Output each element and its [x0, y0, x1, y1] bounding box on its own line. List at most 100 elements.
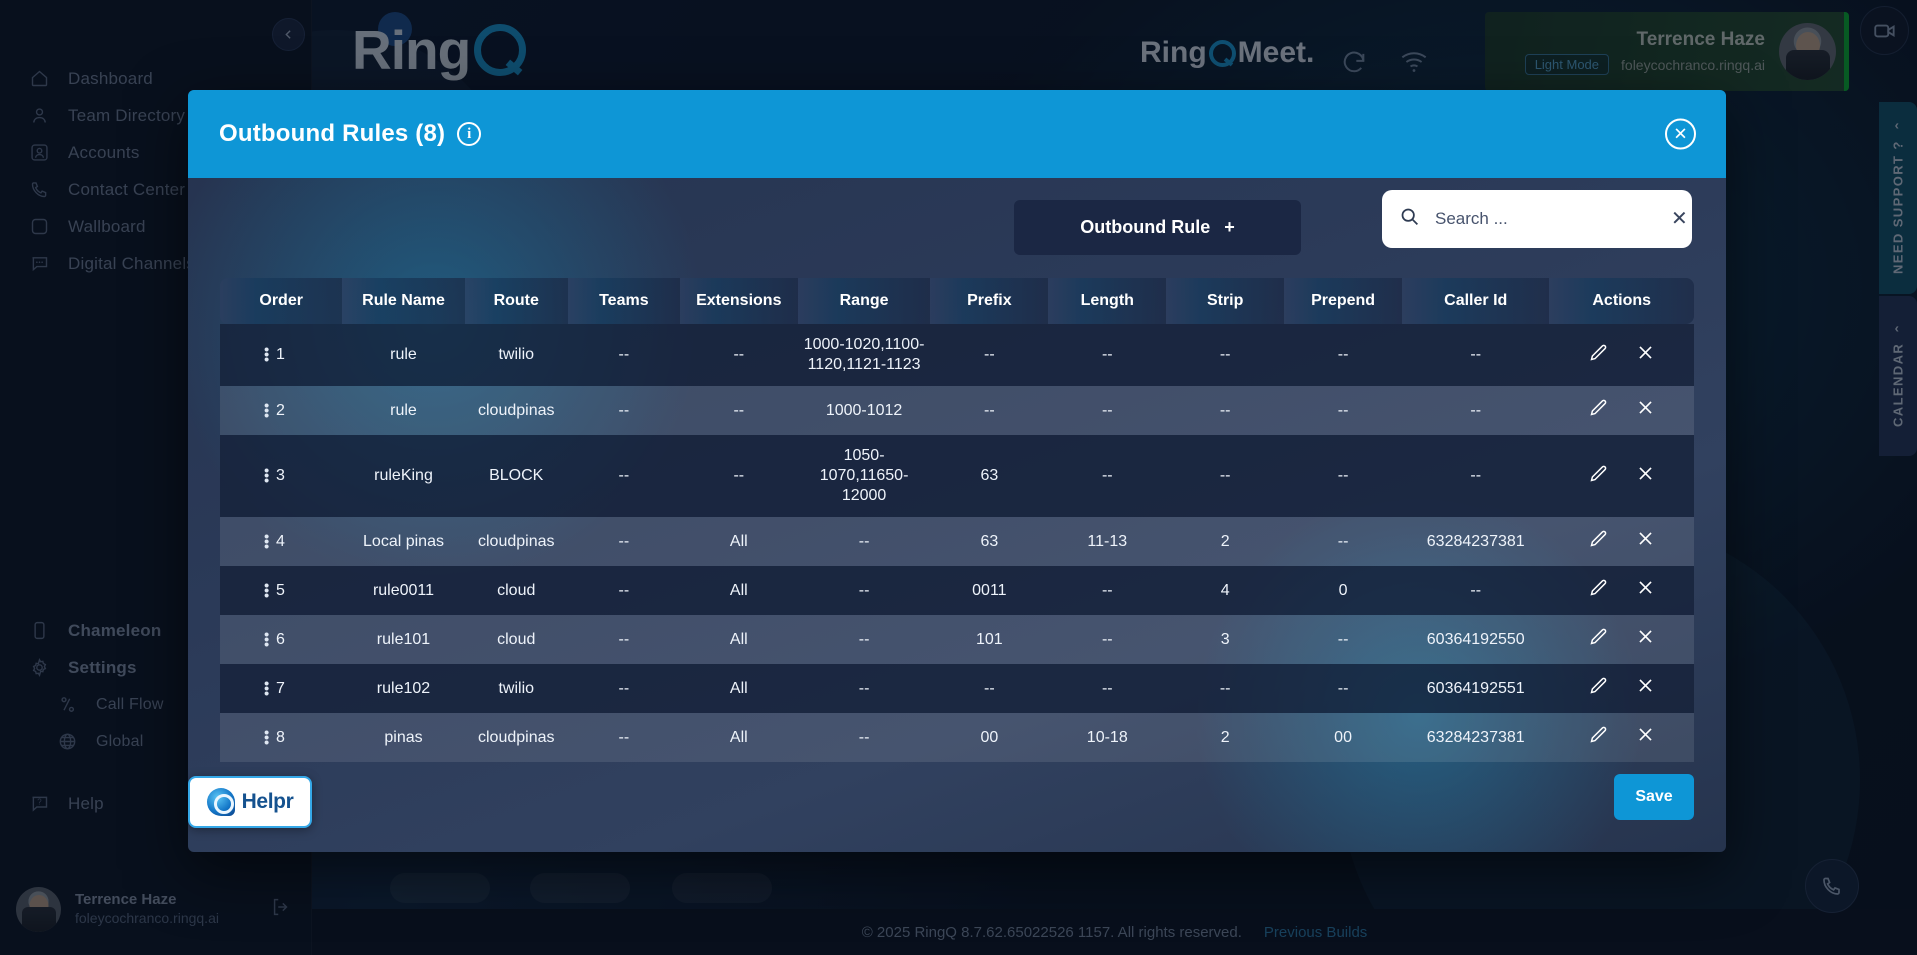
table-row[interactable]: • • • 7 rule102 twilio -- All -- -- -- -- -- 60364192…	[220, 664, 1694, 713]
delete-x-icon[interactable]	[1636, 676, 1655, 701]
modal-toolbar: Outbound Rule + ✕	[188, 178, 1726, 288]
edit-pencil-icon[interactable]	[1588, 577, 1609, 604]
cell-teams: --	[618, 532, 630, 550]
drag-handle-icon[interactable]: • • •	[264, 397, 270, 424]
column-header-rule-name[interactable]: Rule Name	[342, 278, 465, 324]
table-row[interactable]: • • • 3 ruleKing BLOCK -- -- 1050-1070,11650-120…	[220, 435, 1694, 517]
cell-actions	[1549, 435, 1694, 517]
helpr-widget[interactable]: Helpr	[188, 776, 312, 828]
info-icon[interactable]: i	[457, 122, 482, 146]
drag-handle-icon[interactable]: • • •	[264, 724, 270, 751]
order-number: 1	[276, 346, 285, 363]
drag-handle-icon[interactable]: • • •	[264, 341, 270, 369]
table-body: • • • 1 rule twilio -- -- 1000-1020,1100-1120,11…	[220, 324, 1694, 762]
table-header-row: Order Rule Name Route Teams Extensions R…	[220, 278, 1694, 324]
cell-rule-name: pinas	[384, 728, 423, 746]
column-header-actions: Actions	[1549, 278, 1694, 324]
cell-caller-id: --	[1470, 346, 1482, 363]
close-icon[interactable]: ✕	[1665, 118, 1696, 150]
edit-pencil-icon[interactable]	[1588, 397, 1609, 424]
cell-caller-id: 63284237381	[1426, 728, 1525, 746]
cell-rule-name: rule101	[376, 630, 431, 648]
order-number: 8	[276, 728, 285, 746]
delete-x-icon[interactable]	[1636, 464, 1655, 489]
cell-caller-id: --	[1470, 581, 1482, 599]
cell-actions	[1549, 664, 1694, 713]
search-box[interactable]: ✕	[1382, 190, 1692, 248]
cell-extensions: All	[729, 630, 748, 648]
edit-pencil-icon[interactable]	[1588, 342, 1609, 369]
cell-range: --	[858, 532, 870, 550]
cell-prepend: --	[1337, 401, 1349, 419]
cell-length: 10-18	[1086, 728, 1128, 746]
drag-handle-icon[interactable]: • • •	[264, 528, 270, 555]
cell-extensions: --	[733, 401, 745, 419]
search-icon	[1399, 206, 1420, 232]
order-number: 3	[276, 467, 285, 484]
drag-handle-icon[interactable]: • • •	[264, 577, 270, 604]
delete-x-icon[interactable]	[1636, 529, 1655, 554]
cell-strip: --	[1219, 467, 1231, 484]
table-head: Order Rule Name Route Teams Extensions R…	[220, 278, 1694, 324]
column-header-teams[interactable]: Teams	[567, 278, 680, 324]
column-header-length[interactable]: Length	[1048, 278, 1167, 324]
delete-x-icon[interactable]	[1636, 725, 1655, 750]
cell-order: • • • 5	[220, 566, 342, 615]
edit-pencil-icon[interactable]	[1588, 724, 1609, 751]
edit-pencil-icon[interactable]	[1588, 528, 1609, 555]
column-header-extensions[interactable]: Extensions	[679, 278, 798, 324]
cell-prefix: 0011	[972, 581, 1007, 599]
cell-prefix: 63	[980, 532, 999, 550]
cell-caller-id: 60364192551	[1426, 679, 1525, 697]
delete-x-icon[interactable]	[1636, 578, 1655, 603]
column-header-caller-id[interactable]: Caller Id	[1402, 278, 1550, 324]
cell-prefix: 63	[980, 467, 999, 484]
table-row[interactable]: • • • 8 pinas cloudpinas -- All -- 00 10-18 2 00 6328…	[220, 713, 1694, 762]
edit-pencil-icon[interactable]	[1588, 675, 1609, 702]
cell-route: cloud	[497, 630, 536, 648]
cell-range: --	[858, 728, 870, 746]
cell-prepend: --	[1337, 467, 1349, 484]
table-row[interactable]: • • • 6 rule101 cloud -- All -- 101 -- 3 -- 603641925…	[220, 615, 1694, 664]
add-outbound-rule-button[interactable]: Outbound Rule +	[1014, 200, 1301, 255]
drag-handle-icon[interactable]: • • •	[264, 675, 270, 702]
column-header-range[interactable]: Range	[797, 278, 931, 324]
cell-range: --	[858, 581, 870, 599]
column-header-prefix[interactable]: Prefix	[930, 278, 1049, 324]
column-header-route[interactable]: Route	[464, 278, 568, 324]
cell-order: • • • 7	[220, 664, 342, 713]
drag-handle-icon[interactable]: • • •	[264, 626, 270, 653]
table-row[interactable]: • • • 5 rule0011 cloud -- All -- 0011 -- 4 0 --	[220, 566, 1694, 615]
cell-teams: --	[618, 346, 630, 363]
search-input[interactable]	[1435, 209, 1656, 229]
column-header-prepend[interactable]: Prepend	[1284, 278, 1403, 324]
delete-x-icon[interactable]	[1636, 343, 1655, 368]
edit-pencil-icon[interactable]	[1588, 463, 1609, 490]
edit-pencil-icon[interactable]	[1588, 626, 1609, 653]
clear-search-icon[interactable]: ✕	[1671, 208, 1688, 230]
table-row[interactable]: • • • 1 rule twilio -- -- 1000-1020,1100-1120,11…	[220, 324, 1694, 386]
column-header-strip[interactable]: Strip	[1166, 278, 1285, 324]
cell-route: cloudpinas	[477, 532, 555, 550]
drag-handle-icon[interactable]: • • •	[264, 462, 270, 490]
cell-range: 1000-1012	[825, 401, 903, 419]
cell-prepend: --	[1337, 679, 1349, 697]
cell-strip: 2	[1220, 532, 1230, 550]
order-number: 2	[276, 401, 285, 419]
cell-rule-name: rule0011	[372, 581, 435, 599]
table-row[interactable]: • • • 4 Local pinas cloudpinas -- All -- 63 11-13 2…	[220, 517, 1694, 566]
cell-route: twilio	[498, 679, 535, 697]
order-number: 6	[276, 630, 285, 648]
cell-teams: --	[618, 630, 630, 648]
cell-route: BLOCK	[489, 467, 544, 484]
delete-x-icon[interactable]	[1636, 398, 1655, 423]
cell-range: --	[858, 630, 870, 648]
cell-actions	[1549, 386, 1694, 435]
save-button[interactable]: Save	[1614, 774, 1694, 820]
delete-x-icon[interactable]	[1636, 627, 1655, 652]
cell-actions	[1549, 566, 1694, 615]
cell-route: cloudpinas	[477, 728, 555, 746]
cell-strip: --	[1219, 346, 1231, 363]
column-header-order[interactable]: Order	[220, 278, 343, 324]
table-row[interactable]: • • • 2 rule cloudpinas -- -- 1000-1012 -- -- -- -- -…	[220, 386, 1694, 435]
